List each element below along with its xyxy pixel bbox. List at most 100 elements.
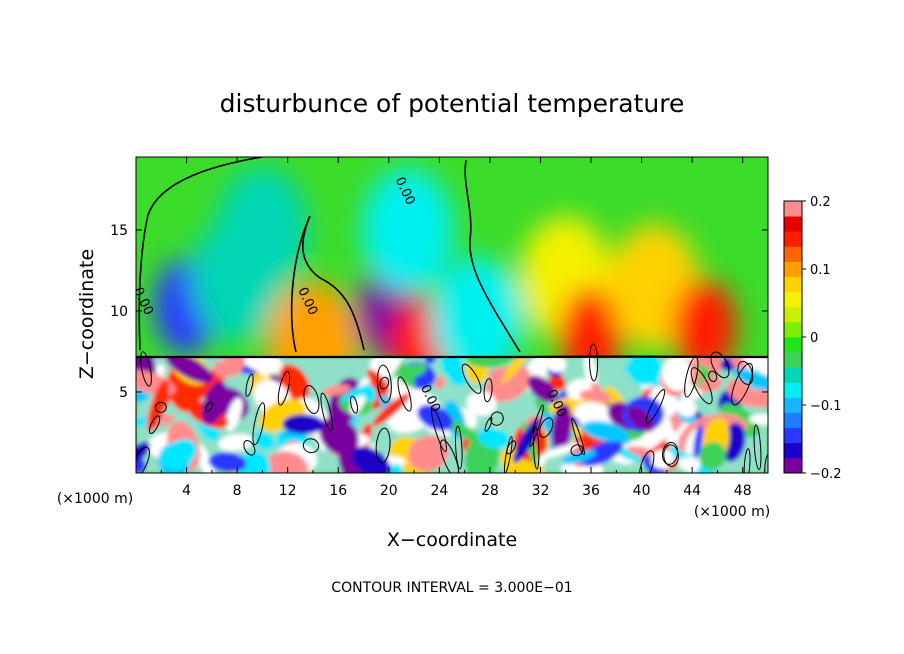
turbulence-patch xyxy=(467,358,519,368)
turbulence-contour xyxy=(483,378,493,403)
turbulence-patch xyxy=(265,451,309,473)
colorbar-swatch xyxy=(784,457,802,474)
zero-contour-line xyxy=(302,215,365,351)
colorbar-swatch xyxy=(784,216,802,232)
turbulence-contour xyxy=(349,395,359,414)
colorbar-swatch xyxy=(784,442,802,459)
zero-contour-line xyxy=(138,157,263,351)
turbulence-patch xyxy=(500,358,527,384)
turbulence-contour xyxy=(440,439,460,473)
field-blob xyxy=(361,167,454,292)
colorbar-swatch xyxy=(784,231,802,247)
turbulence-contour xyxy=(661,441,679,465)
interface-line xyxy=(136,355,768,359)
turbulence-patch xyxy=(201,381,228,425)
colorbar-swatch xyxy=(784,367,802,383)
x-tick-label: 24 xyxy=(430,483,448,499)
turbulence-patch xyxy=(561,449,597,465)
turbulence-patch xyxy=(351,446,391,473)
turbulence-patch xyxy=(440,358,463,378)
x-unit-label-left: (×1000 m) xyxy=(57,491,133,507)
turbulence-contour xyxy=(571,417,585,456)
turbulence-contour xyxy=(303,385,320,414)
colorbar-tick-label: −0.1 xyxy=(810,399,842,414)
colorbar-swatch xyxy=(784,306,802,323)
turbulence-patch xyxy=(579,389,612,403)
y-tick-label: 15 xyxy=(110,223,128,239)
turbulence-contour xyxy=(539,417,554,438)
chart-title: disturbunce of potential temperature xyxy=(220,89,685,118)
turbulence-contour xyxy=(154,401,167,413)
zero-contour-line xyxy=(290,215,311,353)
contour-interval-note: CONTOUR INTERVAL = 3.000E−01 xyxy=(331,580,572,596)
turbulence-patch xyxy=(322,384,351,396)
x-tick-label: 28 xyxy=(481,483,499,499)
turbulence-patch xyxy=(500,448,547,473)
colorbar-swatch xyxy=(784,321,802,338)
turbulence-patch xyxy=(661,358,692,392)
turbulence-contour xyxy=(277,370,291,406)
colorbar-swatch xyxy=(784,201,802,217)
turbulence-contour xyxy=(136,446,150,473)
turbulence-patch xyxy=(545,358,567,373)
x-tick-label: 16 xyxy=(329,483,347,499)
turbulence-patch xyxy=(539,442,582,459)
turbulence-contour xyxy=(743,448,751,473)
turbulence-contour xyxy=(589,343,599,382)
x-tick-label: 4 xyxy=(182,483,191,499)
x-tick-label: 44 xyxy=(683,483,701,499)
turbulence-contour xyxy=(431,407,447,453)
turbulence-patch xyxy=(551,403,572,453)
colorbar-swatch xyxy=(784,352,802,368)
colorbar-swatch xyxy=(784,246,802,262)
turbulence-contour xyxy=(302,438,320,454)
plot-area: 0.00 0.000.000.00 0.00 xyxy=(136,157,768,473)
turbulence-patch xyxy=(257,358,270,378)
colorbar-swatch xyxy=(784,337,802,353)
turbulence-contour xyxy=(205,401,214,413)
turbulence-patch xyxy=(466,391,497,416)
turbulence-patch xyxy=(417,404,454,431)
colorbar-swatch xyxy=(784,261,802,277)
turbulence-contour xyxy=(690,367,713,405)
colorbar-swatch xyxy=(784,276,802,293)
turbulence-patch xyxy=(580,440,623,467)
turbulence-patch xyxy=(488,367,506,383)
turbulence-contour xyxy=(731,362,754,406)
turbulence-contour xyxy=(375,427,391,464)
turbulence-patch xyxy=(617,447,642,462)
turbulence-contour xyxy=(663,444,679,467)
turbulence-patch xyxy=(225,397,243,432)
turbulence-contour xyxy=(710,351,730,379)
turbulence-patch xyxy=(196,443,215,473)
turbulence-patch xyxy=(642,455,667,473)
turbulence-patch xyxy=(282,414,325,435)
field-blob xyxy=(672,279,737,376)
turbulence-contour xyxy=(753,424,762,471)
lower-turbulent-field xyxy=(136,358,768,473)
y-axis-title: Z−coordinate xyxy=(76,249,98,379)
colorbar-swatch xyxy=(784,397,802,413)
turbulence-contour xyxy=(397,376,412,412)
y-tick-label: 10 xyxy=(110,304,128,320)
turbulence-contour xyxy=(506,440,517,455)
turbulence-patch xyxy=(757,358,768,373)
turbulence-patch xyxy=(698,377,723,393)
colorbar-swatch xyxy=(784,291,802,308)
turbulence-patch xyxy=(340,384,372,402)
turbulence-contour xyxy=(638,450,655,473)
x-tick-label: 20 xyxy=(380,483,398,499)
turbulence-patch xyxy=(623,365,664,387)
turbulence-patch xyxy=(319,416,359,456)
x-tick-label: 32 xyxy=(532,483,550,499)
turbulence-patch xyxy=(732,368,768,392)
turbulence-patch xyxy=(213,361,230,379)
turbulence-contour xyxy=(708,370,718,382)
x-unit-label-right: (×1000 m) xyxy=(694,504,770,520)
colorbar-tick-label: −0.2 xyxy=(810,467,842,482)
turbulence-patch xyxy=(165,358,214,384)
turbulence-contour xyxy=(684,356,699,398)
turbulence-patch xyxy=(625,417,673,455)
turbulence-patch xyxy=(161,439,197,470)
